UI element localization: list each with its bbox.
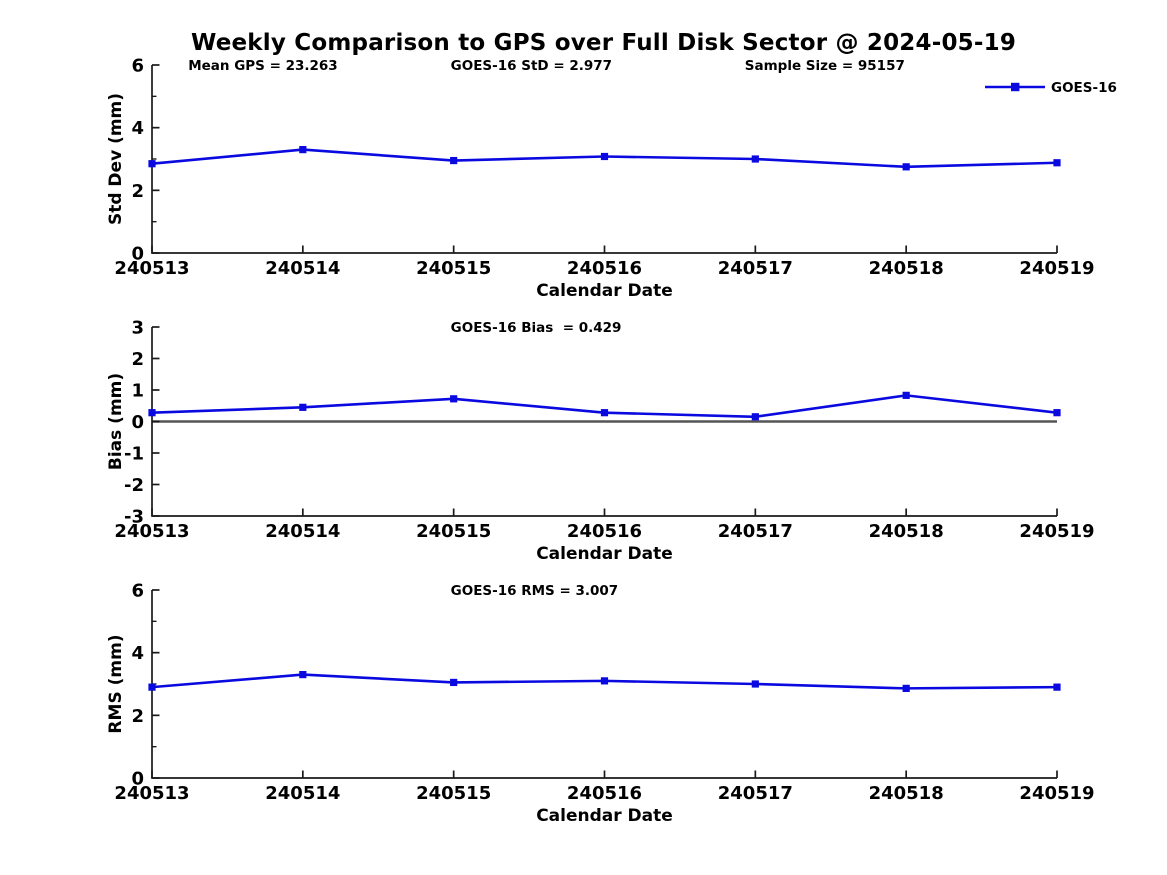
data-marker: [600, 152, 609, 161]
x-tick-label: 240517: [718, 258, 793, 279]
y-tick-label: 3: [131, 318, 144, 339]
x-tick-label: 240517: [718, 783, 793, 804]
data-marker: [1053, 683, 1061, 691]
y-tick-label: 6: [131, 581, 144, 602]
x-tick-label: 240519: [1019, 521, 1094, 542]
data-marker: [902, 163, 910, 171]
legend-marker-sample: [1011, 82, 1020, 92]
x-tick-label: 240516: [567, 258, 642, 279]
y-tick-label: 0: [131, 769, 144, 790]
data-marker: [299, 671, 307, 679]
x-tick-label: 240519: [1019, 783, 1094, 804]
x-tick-label: 240513: [114, 783, 189, 804]
y-tick-label: 2: [131, 181, 144, 202]
subplot-rms: 0 2 4 6 240513 240514 240515 240516 240517 240518…: [106, 581, 1095, 827]
x-tick-label: 240516: [567, 783, 642, 804]
y-axis-label: Std Dev (mm): [106, 93, 126, 225]
data-marker: [902, 391, 910, 399]
annotation: Mean GPS = 23.263: [188, 58, 338, 74]
x-tick-label: 240517: [718, 521, 793, 542]
data-marker: [751, 680, 759, 688]
x-tick-label: 240515: [416, 521, 491, 542]
x-tick-label: 240518: [869, 521, 944, 542]
x-tick-label: 240513: [114, 258, 189, 279]
y-tick-label: 6: [131, 56, 144, 77]
legend: GOES-16: [985, 80, 1117, 96]
x-axis-label: Calendar Date: [536, 544, 673, 564]
y-tick-label: 4: [131, 643, 144, 664]
x-tick-label: 240519: [1019, 258, 1094, 279]
y-tick-label: 0: [131, 412, 144, 433]
y-axis-label: RMS (mm): [106, 634, 126, 733]
x-tick-label: 240515: [416, 783, 491, 804]
y-tick-label: 2: [131, 706, 144, 727]
x-axis-label: Calendar Date: [536, 281, 673, 301]
y-tick-label: -1: [124, 444, 144, 465]
x-axis-label: Calendar Date: [536, 806, 673, 826]
data-marker: [450, 156, 458, 165]
figure-title: Weekly Comparison to GPS over Full Disk …: [190, 30, 1017, 56]
data-marker: [751, 413, 759, 421]
y-tick-label: -2: [124, 475, 144, 496]
y-axis-label: Bias (mm): [106, 373, 126, 470]
x-tick-label: 240515: [416, 258, 491, 279]
data-marker: [299, 146, 307, 154]
y-tick-label: 4: [131, 118, 144, 139]
data-marker: [148, 409, 156, 417]
annotation: Sample Size = 95157: [745, 58, 905, 74]
x-tick-label: 240513: [114, 521, 189, 542]
x-tick-label: 240518: [869, 258, 944, 279]
x-tick-label: 240514: [265, 521, 340, 542]
data-marker: [1053, 409, 1061, 417]
data-marker: [148, 683, 156, 691]
y-tick-label: 1: [131, 381, 144, 402]
subplot-bias: -3 -2 -1 0 1 2 3 240513 240514 240515 240516 240517…: [106, 318, 1095, 565]
x-tick-label: 240514: [265, 783, 340, 804]
data-marker: [299, 403, 307, 411]
data-marker: [751, 155, 759, 163]
legend-label: GOES-16: [1051, 80, 1117, 96]
annotation: GOES-16 Bias = 0.429: [451, 320, 622, 336]
y-tick-label: -3: [124, 507, 144, 528]
data-marker: [148, 160, 156, 168]
data-marker: [600, 677, 609, 685]
y-tick-label: 2: [131, 349, 144, 370]
data-marker: [1053, 159, 1061, 167]
data-marker: [600, 409, 609, 417]
data-marker: [450, 395, 458, 403]
x-tick-label: 240514: [265, 258, 340, 279]
data-marker: [450, 678, 458, 687]
x-tick-label: 240518: [869, 783, 944, 804]
data-marker: [902, 684, 910, 692]
annotation: GOES-16 RMS = 3.007: [451, 583, 619, 599]
y-tick-label: 0: [131, 244, 144, 265]
x-tick-label: 240516: [567, 521, 642, 542]
annotation: GOES-16 StD = 2.977: [451, 58, 612, 74]
subplot-stddev: 0 2 4 6 240513 240514 240515 240516 240517 240518…: [106, 56, 1117, 302]
